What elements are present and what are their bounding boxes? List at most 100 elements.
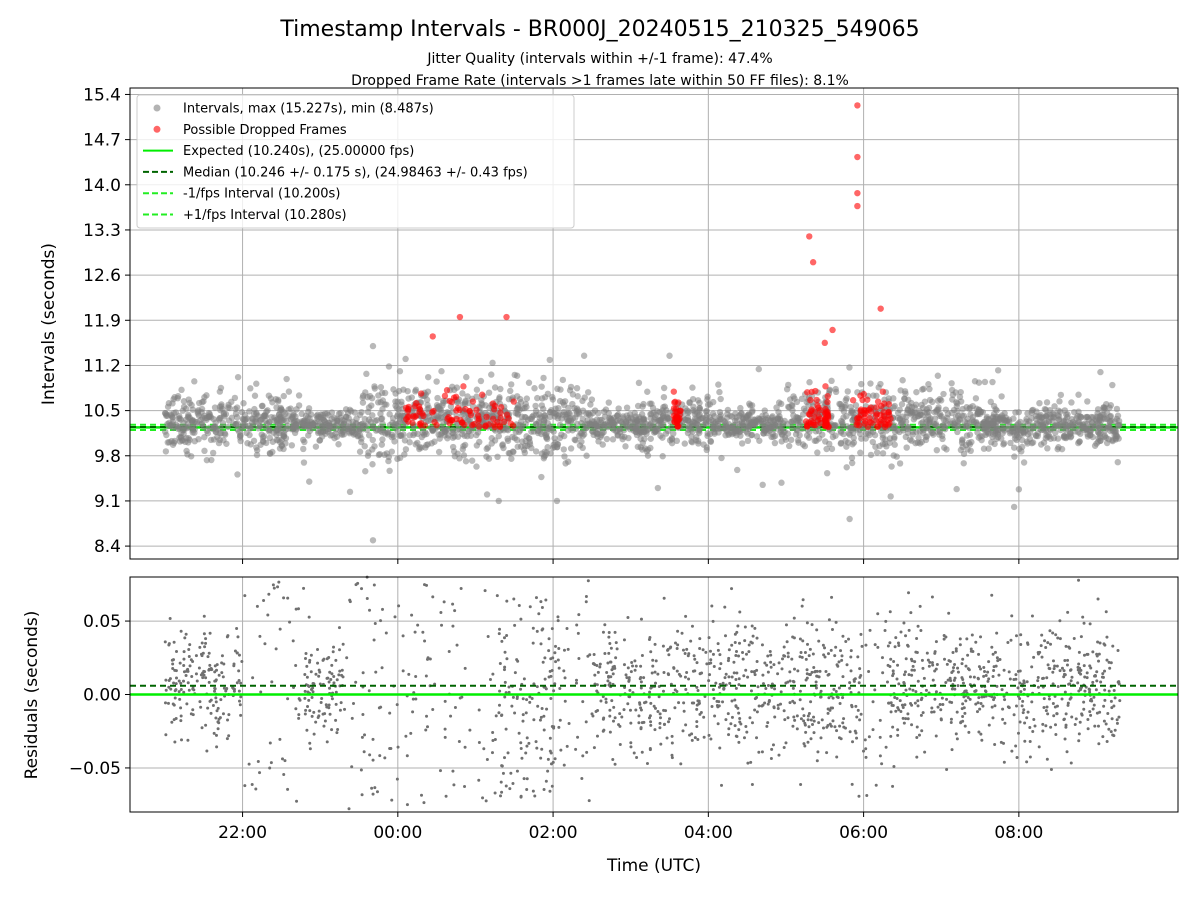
residual-point	[835, 729, 839, 733]
residual-point	[1067, 645, 1071, 649]
residual-point	[972, 675, 976, 679]
interval-point	[579, 444, 586, 452]
residual-point	[977, 696, 981, 700]
residual-point	[730, 699, 734, 703]
residual-point	[563, 676, 567, 680]
residual-point	[921, 711, 925, 715]
residual-point	[565, 744, 569, 748]
interval-point	[540, 455, 548, 462]
residual-point	[766, 721, 770, 725]
residual-point	[690, 624, 694, 628]
residual-point	[449, 714, 453, 718]
dropped-frame-point	[807, 396, 814, 404]
residual-point	[210, 668, 214, 672]
residual-point	[1096, 597, 1100, 601]
interval-point	[634, 443, 642, 450]
residual-point	[539, 715, 543, 719]
residual-point	[423, 639, 427, 643]
residual-point	[887, 701, 891, 705]
residual-point	[268, 741, 272, 745]
residual-point	[1097, 659, 1101, 663]
residual-point	[1077, 662, 1081, 666]
residual-point	[1060, 697, 1064, 701]
residual-point	[199, 705, 203, 709]
interval-point	[901, 395, 908, 402]
residual-point	[537, 612, 541, 616]
residual-point	[920, 658, 924, 662]
interval-point	[670, 430, 677, 437]
residual-point	[1098, 641, 1102, 645]
residual-point	[695, 661, 699, 665]
interval-point	[425, 373, 432, 381]
interval-point	[559, 376, 567, 384]
residual-point	[734, 677, 738, 681]
residual-point	[1112, 689, 1116, 693]
residual-point	[1001, 707, 1005, 711]
residual-point	[345, 656, 349, 660]
residual-point	[548, 749, 552, 753]
residual-point	[304, 708, 308, 712]
residual-point	[683, 651, 687, 655]
residual-point	[608, 730, 612, 734]
residual-point	[634, 664, 638, 668]
dropped-frame-point	[887, 415, 894, 422]
residual-point	[388, 711, 392, 715]
interval-point	[776, 413, 783, 420]
residual-point	[238, 699, 242, 703]
interval-point	[598, 416, 605, 424]
residual-point	[360, 735, 364, 739]
residual-point	[1067, 682, 1071, 686]
residual-point	[732, 660, 736, 664]
residual-point	[360, 793, 364, 797]
residual-point	[179, 719, 183, 723]
residual-point	[715, 699, 719, 703]
residual-point	[384, 631, 388, 635]
residual-point	[166, 701, 170, 705]
residual-point	[1097, 652, 1101, 656]
residual-point	[1002, 668, 1006, 672]
residual-point	[811, 652, 815, 656]
residual-point	[733, 724, 737, 728]
interval-point	[1056, 398, 1063, 405]
residual-point	[173, 740, 177, 744]
residual-point	[716, 722, 720, 726]
residual-point	[711, 688, 715, 692]
interval-point	[525, 435, 532, 442]
interval-point	[815, 435, 823, 442]
residual-point	[942, 637, 946, 641]
residual-point	[297, 697, 301, 701]
dropped-frame-point	[853, 415, 861, 422]
residual-point	[810, 623, 814, 627]
interval-point	[1069, 418, 1076, 426]
residual-point	[557, 725, 561, 729]
interval-point	[280, 408, 287, 416]
interval-point	[263, 439, 270, 447]
interval-point	[879, 450, 887, 457]
interval-point	[656, 417, 663, 424]
residual-point	[834, 689, 838, 693]
residual-point	[970, 633, 974, 637]
dropped-frame-point	[857, 407, 864, 415]
residual-point	[1032, 717, 1036, 721]
residual-point	[447, 649, 451, 653]
residual-point	[373, 786, 377, 790]
residual-point	[438, 769, 442, 773]
interval-point	[864, 430, 872, 437]
residual-point	[233, 649, 237, 653]
residual-point	[303, 672, 307, 676]
residual-point	[171, 662, 175, 666]
residual-point	[841, 721, 845, 725]
residual-point	[305, 664, 309, 668]
residual-point	[504, 784, 508, 788]
interval-point	[724, 410, 731, 418]
residual-point	[251, 676, 255, 680]
residual-point	[1041, 729, 1045, 733]
interval-point	[1089, 433, 1096, 441]
residual-point	[1079, 672, 1083, 676]
residual-point	[311, 681, 315, 685]
residual-point	[804, 730, 808, 734]
interval-point	[508, 381, 515, 388]
residual-point	[727, 648, 731, 652]
residual-point	[691, 669, 695, 673]
residual-point	[221, 675, 225, 679]
